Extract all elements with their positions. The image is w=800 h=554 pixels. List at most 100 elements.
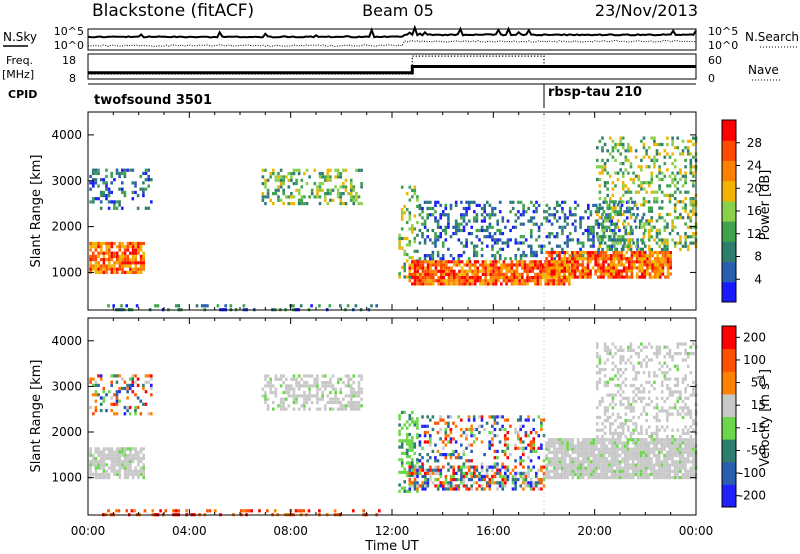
scatter-cell-8 [640,364,643,368]
scatter-cell-4 [400,236,404,241]
scatter-cell-2 [318,202,322,206]
scatter-cell-8 [689,216,693,220]
scatter-cell-8 [614,374,617,378]
scatter-cell-8 [629,238,633,242]
scatter-cell-0 [139,270,143,274]
scatter-cell-7 [555,260,559,264]
scatter-cell-7 [650,472,653,477]
scatter-cell-6 [524,446,528,450]
scatter-cell-1 [110,380,113,384]
scatter-cell-7 [571,460,575,464]
scatter-cell-5 [468,266,472,270]
scatter-cell-8 [666,415,669,419]
scatter-cell-7 [553,453,556,458]
scatter-cell-6 [447,462,450,466]
scatter-cell-0 [89,261,92,265]
scatter-cell-4 [408,198,412,202]
scatter-cell-5 [419,279,422,283]
scatter-cell-1 [121,187,124,191]
scatter-cell-8 [658,212,661,217]
scatter-cell-7 [612,269,616,273]
scatter-cell-7 [692,444,695,448]
scatter-cell-0 [115,460,119,464]
scatter-cell-8 [606,149,609,153]
scatter-cell-5 [411,276,414,280]
scatter-cell-5 [504,481,507,485]
scatter-cell-7 [669,272,672,276]
scatter-cell-7 [621,444,624,448]
scatter-cell-5 [501,478,504,482]
scatter-cell-1 [113,402,116,406]
scatter-cell-2 [297,394,301,398]
scatter-cell-0 [113,460,116,464]
colorbar-tick-label: -200 [739,489,766,503]
scatter-cell-7 [591,266,595,270]
scatter-cell-0 [134,261,137,265]
scatter-cell-7 [673,438,677,442]
freq-line [88,65,696,75]
scatter-cell-0 [105,456,108,461]
scatter-cell-7 [642,444,645,448]
scatter-cell-0 [129,251,132,255]
scatter-cell-1 [110,383,113,387]
scatter-cell-6 [592,235,595,239]
scatter-cell-6 [503,440,507,444]
colorbar-tick-label: 200 [743,330,766,344]
scatter-cell-1 [94,399,98,403]
scatter-cell-5 [449,478,453,482]
scatter-cell-6 [623,219,626,223]
scatter-cell-7 [626,463,630,467]
scatter-cell-7 [648,257,652,261]
scatter-cell-7 [604,269,608,273]
scatter-cell-8 [666,419,669,423]
scatter-cell-4 [405,432,409,437]
scatter-cell-1 [94,383,98,387]
scatter-cell-6 [537,203,541,207]
scatter-cell-0 [115,254,119,258]
scatter-cell-5 [436,487,440,491]
scatter-cell-7 [613,469,616,473]
scatter-cell-7 [597,460,601,464]
scatter-cell-7 [621,466,624,470]
scatter-cell-0 [137,472,140,476]
scatter-cell-1 [128,386,132,391]
scatter-cell-6 [447,415,450,419]
scatter-cell-6 [529,449,533,453]
scatter-cell-7 [615,275,618,279]
scatter-cell-8 [614,393,617,397]
scatter-cell-0 [121,261,124,265]
scatter-cell-7 [686,472,690,477]
scatter-cell-7 [640,257,644,261]
scatter-cell-0 [129,245,132,249]
scatter-cell-8 [611,200,615,204]
scatter-cell-1 [131,377,135,381]
scatter-cell-7 [642,476,645,480]
scatter-cell-7 [584,453,588,458]
scatter-cell-6 [449,415,453,419]
scatter-cell-1 [107,200,111,204]
scatter-cell-8 [689,158,693,162]
scatter-cell-3 [362,509,365,513]
scatter-cell-7 [547,463,551,467]
scatter-cell-1 [115,396,119,400]
scatter-cell-8 [668,355,672,359]
scatter-cell-8 [666,142,669,147]
scatter-cell-5 [439,484,443,488]
scatter-cell-8 [634,352,638,356]
scatter-cell-2 [287,172,291,176]
scatter-cell-0 [126,264,130,268]
scatter-cell-5 [501,474,504,479]
scatter-cell-6 [522,241,525,245]
scatter-cell-6 [563,241,567,245]
scatter-cell-8 [673,174,677,178]
scatter-cell-7 [669,263,672,267]
scatter-cell-1 [150,374,153,378]
scatter-cell-1 [131,383,135,387]
scatter-cell-7 [571,457,575,461]
scatter-cell-3 [318,304,321,308]
scatter-cell-7 [586,269,590,273]
scatter-cell-2 [331,374,335,378]
scatter-cell-6 [592,203,595,207]
scatter-cell-7 [681,457,685,461]
scatter-cell-5 [429,279,432,283]
